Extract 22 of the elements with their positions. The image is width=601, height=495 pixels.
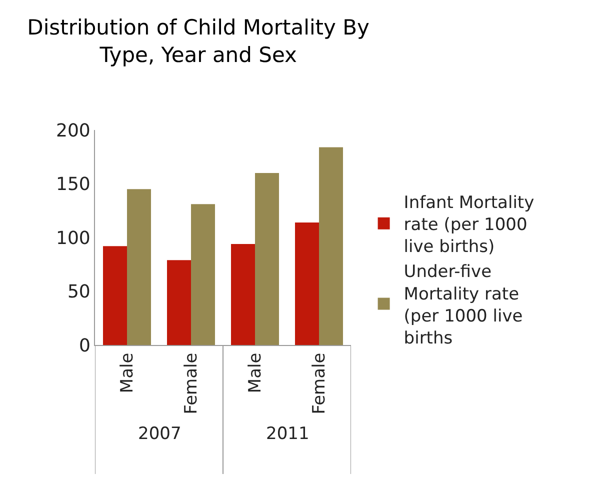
x-tick-label: Female (182, 352, 202, 414)
bar (295, 222, 319, 345)
bar (319, 147, 343, 345)
y-tick-label: 150 (56, 174, 90, 196)
x-tick-label: Male (246, 352, 266, 394)
y-tick-label: 0 (78, 335, 90, 356)
legend-label: Infant Mortality rate (per 1000 live births) (404, 192, 534, 258)
y-tick-label: 100 (56, 228, 90, 249)
bar (103, 246, 127, 345)
legend-label: Under-five Mortality rate (per 1000 live births (404, 262, 523, 349)
x-tick-label: Male (118, 352, 138, 394)
y-tick-label: 200 (56, 120, 90, 142)
x-tick-label: Female (310, 352, 330, 414)
bar (191, 204, 215, 345)
text: 2007 (138, 424, 182, 444)
bar (127, 189, 151, 345)
bar (231, 244, 255, 345)
chart-title: Distribution of Child Mortality By Type, Year and Sex (27, 16, 370, 67)
bar (255, 173, 279, 345)
y-tick-label: 50 (67, 282, 90, 303)
text: 2011 (266, 424, 310, 444)
bar (167, 260, 191, 345)
